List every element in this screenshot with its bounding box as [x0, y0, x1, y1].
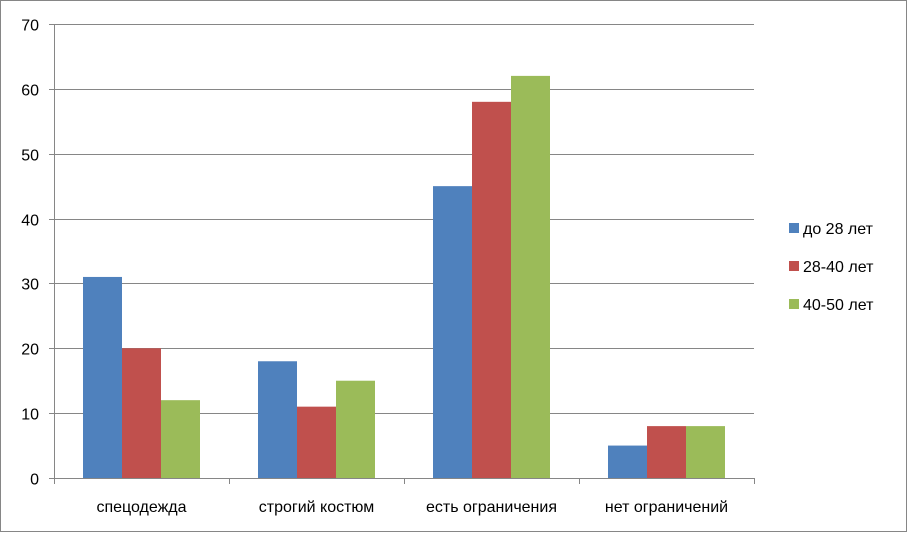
legend-swatch — [789, 299, 799, 309]
x-tick-label: строгий костюм — [259, 499, 375, 516]
bar — [297, 406, 336, 478]
legend-label: 28-40 лет — [803, 259, 874, 276]
x-tick-label: есть ограничения — [426, 499, 557, 516]
y-tick-label: 0 — [30, 472, 39, 489]
y-tick-label: 70 — [21, 18, 39, 35]
bar — [686, 426, 725, 478]
x-tick-label: нет ограничений — [605, 499, 728, 516]
legend-label: до 28 лет — [803, 221, 874, 238]
y-tick-label: 60 — [21, 83, 39, 100]
axes — [49, 24, 755, 484]
x-tick-labels: спецодежда строгий костюм есть ограничения… — [96, 499, 728, 516]
bars — [83, 75, 725, 478]
y-tick-label: 50 — [21, 148, 39, 165]
gridlines — [54, 24, 754, 414]
y-tick-label: 30 — [21, 277, 39, 294]
x-tick-label: спецодежда — [96, 499, 186, 516]
bar — [161, 400, 200, 478]
legend-swatch — [789, 261, 799, 271]
legend: до 28 лет 28-40 лет 40-50 лет — [789, 221, 874, 314]
bar — [336, 380, 375, 478]
bar — [83, 276, 122, 478]
legend-swatch — [789, 223, 799, 233]
bar — [122, 348, 161, 478]
y-tick-label: 20 — [21, 342, 39, 359]
y-tick-labels: 0 10 20 30 40 50 60 70 — [21, 18, 39, 489]
y-tick-label: 10 — [21, 407, 39, 424]
bar — [511, 75, 550, 478]
bar — [472, 101, 511, 478]
bar — [258, 361, 297, 478]
legend-label: 40-50 лет — [803, 297, 874, 314]
y-tick-label: 40 — [21, 213, 39, 230]
bar — [608, 445, 647, 478]
bar — [433, 186, 472, 478]
bar — [647, 426, 686, 478]
